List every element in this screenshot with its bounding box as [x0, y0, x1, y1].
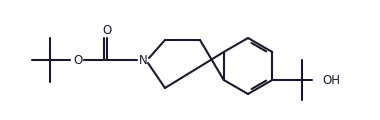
Text: OH: OH — [322, 73, 340, 87]
Text: O: O — [73, 54, 82, 66]
Text: N: N — [139, 54, 147, 66]
Text: O: O — [102, 24, 112, 36]
